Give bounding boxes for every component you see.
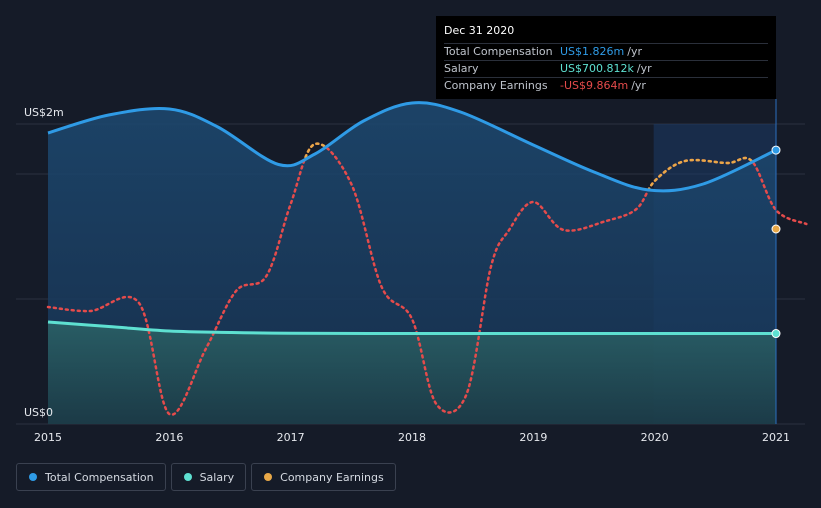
tooltip-unit: /yr (627, 45, 642, 58)
tooltip-row-company-earnings: Company Earnings -US$9.864m /yr (444, 77, 768, 94)
hover-markers (771, 145, 781, 339)
legend-total-compensation[interactable]: Total Compensation (16, 463, 166, 491)
tooltip: Dec 31 2020 Total Compensation US$1.826m… (436, 16, 776, 99)
tooltip-value: US$700.812k (560, 62, 634, 75)
x-tick-label: 2020 (641, 431, 669, 444)
x-tick-label: 2017 (277, 431, 305, 444)
y-tick-label: US$0 (24, 406, 53, 419)
x-tick-label: 2019 (519, 431, 547, 444)
y-axis-labels: US$2m US$0 (24, 106, 64, 419)
salary-marker (771, 329, 781, 339)
tooltip-unit: /yr (636, 62, 652, 75)
x-tick-label: 2016 (155, 431, 183, 444)
salary-area (48, 322, 776, 424)
x-tick-label: 2015 (34, 431, 62, 444)
legend-salary[interactable]: Salary (170, 463, 247, 491)
tooltip-label: Company Earnings (444, 79, 548, 92)
legend-company-earnings[interactable]: Company Earnings (251, 463, 396, 491)
y-tick-label: US$2m (24, 106, 64, 119)
tooltip-row-total-compensation: Total Compensation US$1.826m /yr (444, 43, 768, 60)
tooltip-unit: /yr (631, 79, 646, 92)
legend-dot-icon (29, 473, 37, 481)
total-compensation-line (47, 101, 777, 193)
legend-label: Company Earnings (280, 470, 384, 484)
x-tick-label: 2021 (762, 431, 790, 444)
tooltip-label: Salary (444, 62, 479, 75)
x-tick-label: 2018 (398, 431, 426, 444)
tooltip-value: US$1.826m (560, 45, 625, 58)
tooltip-label: Total Compensation (444, 45, 553, 58)
x-axis-labels: 2015 2016 2017 2018 2019 2020 2021 (34, 431, 790, 444)
legend: Total Compensation Salary Company Earnin… (16, 463, 396, 491)
tooltip-row-salary: Salary US$700.812k /yr (444, 60, 768, 77)
company-earnings-series (46, 142, 808, 416)
company-earnings-marker (771, 224, 781, 234)
salary-line (47, 320, 776, 336)
legend-label: Salary (199, 470, 235, 484)
tooltip-value: -US$9.864m (560, 79, 629, 92)
total-compensation-marker (771, 145, 781, 155)
legend-label: Total Compensation (45, 470, 154, 484)
tooltip-date: Dec 31 2020 (444, 24, 515, 37)
company-earnings-line-highlight (48, 142, 808, 200)
legend-dot-icon (183, 473, 192, 481)
legend-dot-icon (264, 473, 273, 481)
